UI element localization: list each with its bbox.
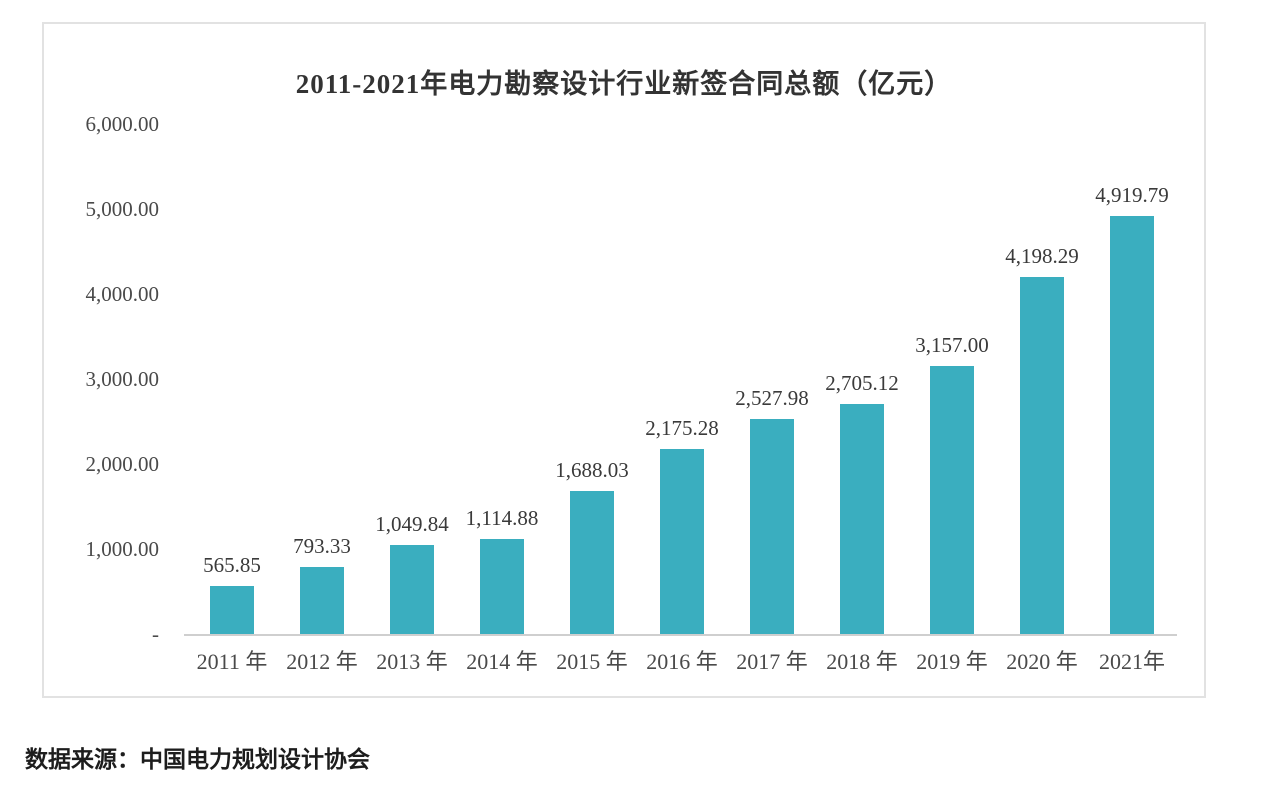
bar-value-label: 2,527.98	[735, 386, 809, 411]
bar-value-label: 793.33	[293, 533, 351, 558]
source-note: 数据来源：中国电力规划设计协会	[25, 746, 370, 772]
bar-value-label: 1,688.03	[555, 457, 629, 482]
y-axis-tick: 1,000.00	[85, 537, 160, 561]
bar-value-label: 4,919.79	[1095, 182, 1169, 207]
bar-2015年	[570, 490, 614, 634]
x-axis-label: 2021年	[1098, 649, 1165, 674]
x-axis-label: 2014 年	[466, 649, 538, 674]
bar-value-label: 1,114.88	[465, 506, 539, 531]
bar-2018年	[840, 404, 884, 634]
x-axis-label: 2016 年	[646, 649, 718, 674]
x-axis-label: 2011 年	[196, 649, 268, 674]
bar-2013年	[390, 544, 434, 634]
bar-value-label: 565.85	[203, 552, 261, 577]
y-axis-tick: 2,000.00	[85, 452, 160, 476]
bar-2014年	[480, 539, 524, 634]
bar-2017年	[750, 419, 794, 634]
bar-value-label: 2,175.28	[645, 416, 719, 441]
bar-2021年	[1110, 215, 1154, 634]
bar-value-label: 3,157.00	[915, 332, 989, 357]
bar-2012年	[300, 566, 344, 634]
x-axis-baseline	[184, 634, 1177, 636]
x-axis-label: 2013 年	[376, 649, 448, 674]
y-axis-tick: 4,000.00	[85, 282, 160, 306]
x-axis-label: 2017 年	[736, 649, 808, 674]
bar-2020年	[1020, 277, 1064, 634]
bar-value-label: 4,198.29	[1005, 244, 1079, 269]
y-axis-tick: 5,000.00	[85, 197, 160, 221]
bar-value-label: 1,049.84	[375, 511, 449, 536]
y-axis-tick: -	[152, 622, 159, 646]
x-axis-label: 2015 年	[556, 649, 628, 674]
x-axis-label: 2020 年	[1006, 649, 1078, 674]
x-axis-label: 2018 年	[826, 649, 898, 674]
bar-2011年	[210, 585, 254, 634]
x-axis-label: 2012 年	[286, 649, 358, 674]
bar-2019年	[930, 365, 974, 634]
bar-value-label: 2,705.12	[825, 371, 899, 396]
bar-2016年	[660, 449, 704, 634]
chart-title: 2011-2021年电力勘察设计行业新签合同总额（亿元）	[295, 69, 953, 99]
chart-panel: 2011-2021年电力勘察设计行业新签合同总额（亿元） 6,000.00 5,0…	[42, 22, 1206, 698]
y-axis-tick: 6,000.00	[85, 112, 160, 136]
y-axis-tick: 3,000.00	[85, 367, 160, 391]
x-axis-label: 2019 年	[916, 649, 988, 674]
